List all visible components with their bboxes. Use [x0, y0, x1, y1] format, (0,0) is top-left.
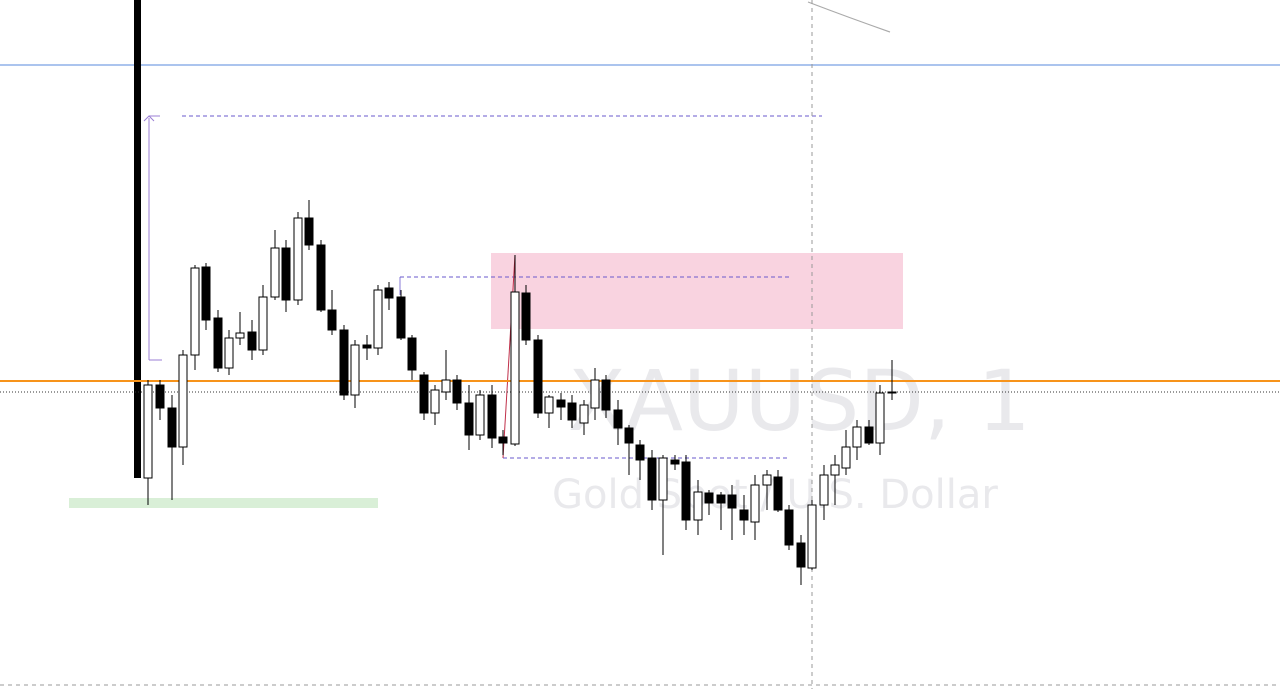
candle-body: [167, 407, 177, 448]
candle-body: [624, 427, 634, 444]
candle-body: [670, 459, 680, 465]
candle-body: [819, 474, 829, 506]
candles: [143, 200, 897, 585]
candle-body: [396, 296, 406, 339]
candle-body: [464, 402, 474, 436]
candle-body: [452, 379, 462, 404]
candle-body: [487, 394, 497, 439]
candle-body: [852, 426, 862, 448]
trend-line: [502, 254, 516, 459]
candle-body: [750, 484, 760, 523]
curve-drawing: [807, 1, 891, 33]
candle-body: [693, 491, 703, 521]
candle-body: [258, 296, 268, 351]
candle-body: [213, 317, 223, 369]
measure-arrow: [143, 115, 155, 122]
candle-body: [784, 509, 794, 546]
candle-body: [544, 396, 554, 414]
candle-body: [327, 309, 337, 331]
candle-body: [830, 464, 840, 476]
supply-zone: [491, 253, 903, 329]
vertical-bar: [134, 0, 141, 478]
candle-body: [155, 384, 165, 409]
candle-body: [739, 509, 749, 521]
watermark-symbol: XAUUSD, 1: [568, 352, 1031, 450]
candle-body: [430, 389, 440, 414]
candle-body: [304, 217, 314, 246]
candle-body: [407, 337, 417, 371]
candle-body: [270, 247, 280, 298]
candle-body: [281, 247, 291, 301]
candle-body: [579, 404, 589, 424]
candle-body: [362, 344, 372, 349]
candle-body: [556, 399, 566, 408]
candle-body: [796, 542, 806, 568]
candle-body: [875, 392, 885, 444]
candle-body: [339, 329, 349, 396]
candle-body: [590, 379, 600, 409]
candle-body: [762, 474, 772, 486]
candle-body: [373, 289, 383, 349]
candle-body: [178, 354, 188, 448]
candle-body: [143, 384, 153, 479]
candle-body: [567, 402, 577, 421]
candle-body: [807, 504, 817, 569]
candle-body: [510, 291, 520, 445]
demand-zone: [69, 498, 378, 508]
candle-body: [613, 409, 623, 429]
candle-body: [293, 217, 303, 301]
candle-body: [350, 344, 360, 396]
candle-body: [647, 457, 657, 501]
candle-body: [441, 379, 451, 393]
candle-body: [498, 436, 508, 444]
candle-body: [716, 494, 726, 504]
candle-body: [681, 461, 691, 521]
candle-body: [658, 457, 668, 501]
candle-body: [727, 494, 737, 509]
candle-body: [887, 391, 897, 394]
candle-body: [521, 292, 531, 341]
candle-body: [384, 287, 394, 299]
candle-body: [635, 444, 645, 461]
candle-body: [247, 331, 257, 351]
candle-body: [224, 337, 234, 369]
candle-body: [841, 446, 851, 469]
candle-body: [316, 244, 326, 311]
candle-body: [533, 339, 543, 414]
candle-body: [419, 374, 429, 414]
candle-body: [773, 476, 783, 511]
candle-body: [864, 426, 874, 444]
candle-body: [704, 492, 714, 504]
candle-body: [190, 267, 200, 356]
candle-body: [235, 332, 245, 339]
candle-body: [201, 266, 211, 321]
candle-body: [475, 394, 485, 436]
candle-body: [601, 379, 611, 411]
